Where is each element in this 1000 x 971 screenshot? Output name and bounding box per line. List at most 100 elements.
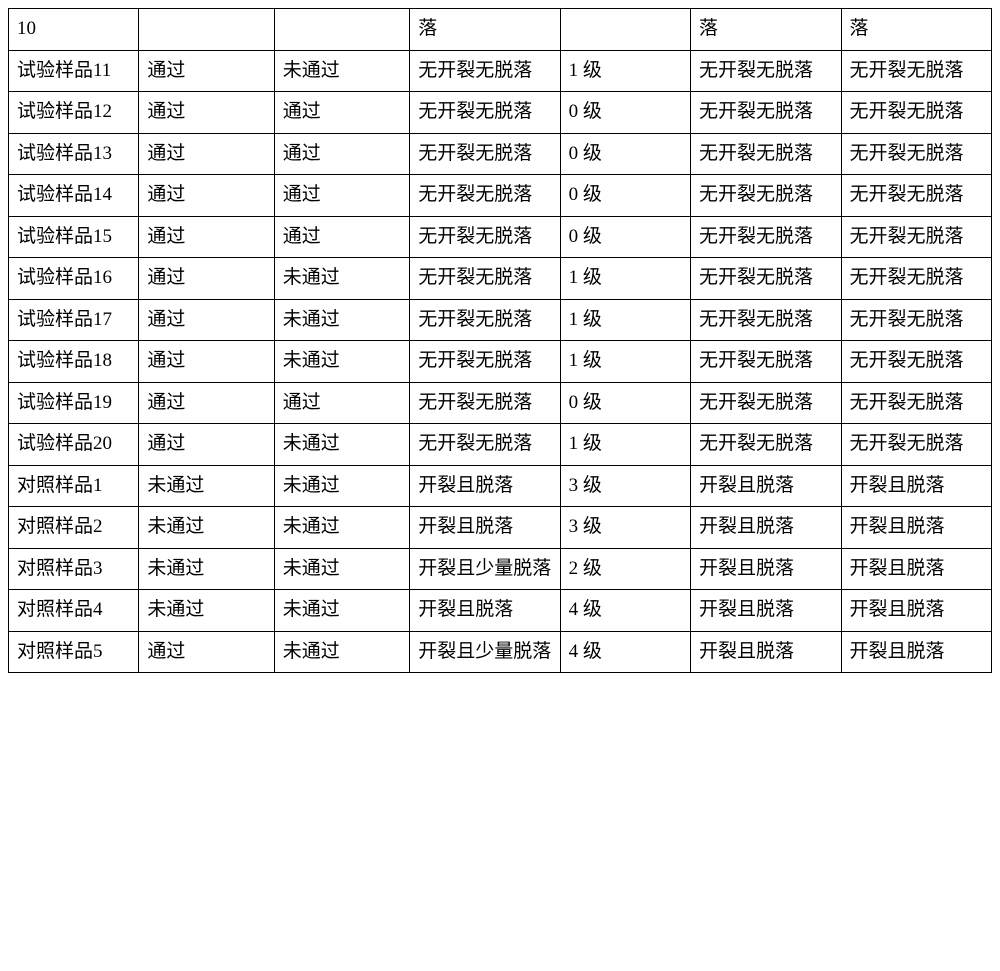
table-cell: 1 级: [560, 424, 690, 466]
table-cell: 开裂且脱落: [691, 590, 841, 632]
table-cell: 试验样品13: [9, 133, 139, 175]
table-cell: 开裂且脱落: [691, 507, 841, 549]
table-cell: 通过: [139, 175, 274, 217]
table-row: 试验样品15通过通过无开裂无脱落0 级无开裂无脱落无开裂无脱落: [9, 216, 992, 258]
table-cell: 未通过: [274, 507, 409, 549]
table-cell: 无开裂无脱落: [691, 341, 841, 383]
table-cell: 未通过: [274, 258, 409, 300]
table-row: 试验样品13通过通过无开裂无脱落0 级无开裂无脱落无开裂无脱落: [9, 133, 992, 175]
table-cell: 未通过: [274, 299, 409, 341]
table-cell: 未通过: [139, 507, 274, 549]
table-cell: 未通过: [274, 631, 409, 673]
table-cell: 开裂且脱落: [691, 631, 841, 673]
table-cell: 落: [841, 9, 992, 51]
table-row: 试验样品14通过通过无开裂无脱落0 级无开裂无脱落无开裂无脱落: [9, 175, 992, 217]
table-cell: 3 级: [560, 465, 690, 507]
table-cell: 无开裂无脱落: [691, 382, 841, 424]
table-cell: 未通过: [274, 465, 409, 507]
table-cell: 通过: [274, 216, 409, 258]
table-row: 试验样品20通过未通过无开裂无脱落1 级无开裂无脱落无开裂无脱落: [9, 424, 992, 466]
table-cell: 无开裂无脱落: [410, 50, 560, 92]
table-row: 对照样品5通过未通过开裂且少量脱落4 级开裂且脱落开裂且脱落: [9, 631, 992, 673]
table-cell: 0 级: [560, 133, 690, 175]
table-cell: 无开裂无脱落: [410, 258, 560, 300]
table-cell: 通过: [139, 631, 274, 673]
table-cell: 试验样品18: [9, 341, 139, 383]
table-cell: 对照样品3: [9, 548, 139, 590]
table-cell: 无开裂无脱落: [841, 424, 992, 466]
table-cell: 1 级: [560, 50, 690, 92]
table-cell: 无开裂无脱落: [410, 299, 560, 341]
table-cell: 通过: [274, 133, 409, 175]
table-cell: 4 级: [560, 590, 690, 632]
table-row: 试验样品18通过未通过无开裂无脱落1 级无开裂无脱落无开裂无脱落: [9, 341, 992, 383]
table-cell: 1 级: [560, 341, 690, 383]
table-cell: 无开裂无脱落: [841, 92, 992, 134]
table-cell: 开裂且脱落: [841, 631, 992, 673]
table-cell: 开裂且少量脱落: [410, 548, 560, 590]
table-cell: 无开裂无脱落: [691, 50, 841, 92]
table-row: 对照样品4未通过未通过开裂且脱落4 级开裂且脱落开裂且脱落: [9, 590, 992, 632]
table-row: 试验样品17通过未通过无开裂无脱落1 级无开裂无脱落无开裂无脱落: [9, 299, 992, 341]
table-cell: 通过: [139, 92, 274, 134]
table-cell: 无开裂无脱落: [841, 299, 992, 341]
table-cell: 无开裂无脱落: [691, 258, 841, 300]
table-cell: 通过: [139, 299, 274, 341]
table-cell: 通过: [139, 258, 274, 300]
table-cell: 通过: [274, 382, 409, 424]
table-cell: 无开裂无脱落: [410, 133, 560, 175]
table-row: 10落落落: [9, 9, 992, 51]
table-cell: 无开裂无脱落: [691, 299, 841, 341]
table-cell: 对照样品4: [9, 590, 139, 632]
table-cell: 未通过: [139, 548, 274, 590]
table-cell: 0 级: [560, 216, 690, 258]
table-row: 试验样品11通过未通过无开裂无脱落1 级无开裂无脱落无开裂无脱落: [9, 50, 992, 92]
table-cell: 未通过: [139, 465, 274, 507]
table-cell: 开裂且脱落: [841, 465, 992, 507]
table-cell: 0 级: [560, 92, 690, 134]
table-row: 试验样品19通过通过无开裂无脱落0 级无开裂无脱落无开裂无脱落: [9, 382, 992, 424]
table-cell: 试验样品11: [9, 50, 139, 92]
table-cell: 无开裂无脱落: [410, 175, 560, 217]
table-cell: 开裂且脱落: [841, 548, 992, 590]
table-cell: 4 级: [560, 631, 690, 673]
table-cell: 对照样品2: [9, 507, 139, 549]
table-cell: 无开裂无脱落: [691, 424, 841, 466]
table-cell: 未通过: [274, 424, 409, 466]
table-cell: 无开裂无脱落: [841, 382, 992, 424]
table-cell: 无开裂无脱落: [410, 424, 560, 466]
table-row: 对照样品1未通过未通过开裂且脱落3 级开裂且脱落开裂且脱落: [9, 465, 992, 507]
table-cell: 无开裂无脱落: [410, 341, 560, 383]
table-cell: 试验样品20: [9, 424, 139, 466]
table-cell: 落: [691, 9, 841, 51]
table-cell: 0 级: [560, 382, 690, 424]
table-cell: 试验样品17: [9, 299, 139, 341]
table-cell: 试验样品14: [9, 175, 139, 217]
table-cell: 通过: [139, 341, 274, 383]
table-row: 对照样品2未通过未通过开裂且脱落3 级开裂且脱落开裂且脱落: [9, 507, 992, 549]
table-cell: 开裂且脱落: [410, 465, 560, 507]
table-row: 对照样品3未通过未通过开裂且少量脱落2 级开裂且脱落开裂且脱落: [9, 548, 992, 590]
table-cell: 未通过: [139, 590, 274, 632]
table-cell: 试验样品15: [9, 216, 139, 258]
table-cell: 无开裂无脱落: [841, 341, 992, 383]
table-cell: 未通过: [274, 590, 409, 632]
table-cell: 试验样品12: [9, 92, 139, 134]
table-cell: 开裂且少量脱落: [410, 631, 560, 673]
table-cell: 1 级: [560, 299, 690, 341]
table-cell: 未通过: [274, 548, 409, 590]
table-cell: 10: [9, 9, 139, 51]
table-cell: 无开裂无脱落: [691, 216, 841, 258]
table-cell: 1 级: [560, 258, 690, 300]
table-cell: 无开裂无脱落: [841, 216, 992, 258]
table-cell: 通过: [139, 424, 274, 466]
table-cell: 通过: [139, 216, 274, 258]
table-cell: 无开裂无脱落: [691, 133, 841, 175]
table-cell: 开裂且脱落: [841, 507, 992, 549]
table-cell: 未通过: [274, 50, 409, 92]
results-table: 10落落落试验样品11通过未通过无开裂无脱落1 级无开裂无脱落无开裂无脱落试验样…: [8, 8, 992, 673]
table-cell: 开裂且脱落: [841, 590, 992, 632]
table-row: 试验样品16通过未通过无开裂无脱落1 级无开裂无脱落无开裂无脱落: [9, 258, 992, 300]
table-cell: [274, 9, 409, 51]
table-cell: 通过: [139, 133, 274, 175]
